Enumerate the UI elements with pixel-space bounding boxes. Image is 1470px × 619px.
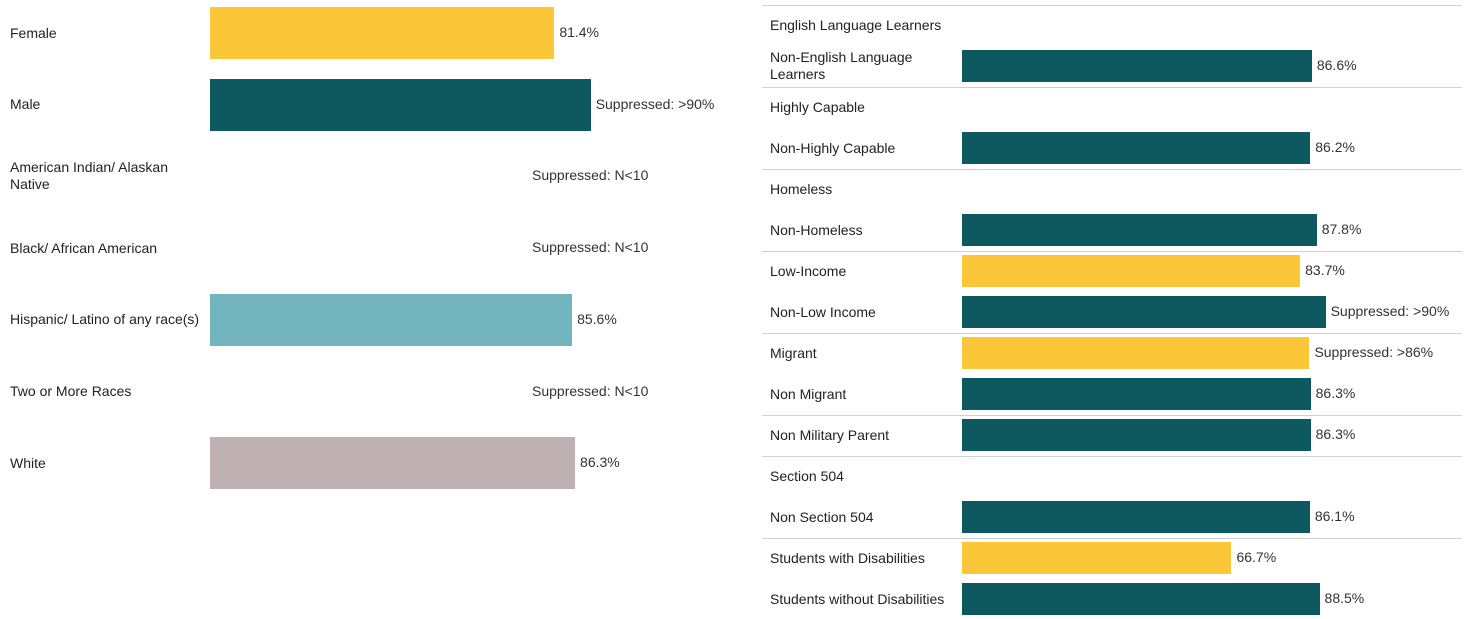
value-label: Suppressed: N<10 <box>532 382 649 399</box>
bar <box>210 7 555 59</box>
value-label: Suppressed: N<10 <box>532 167 649 184</box>
category-label: Students with Disabilities <box>770 549 925 566</box>
category-label: Migrant <box>770 344 817 361</box>
value-label: Suppressed: N<10 <box>532 239 649 256</box>
value-label: 83.7% <box>1305 262 1345 278</box>
value-label: 86.3% <box>580 454 620 471</box>
bar <box>962 337 1310 369</box>
category-label: Two or More Races <box>10 383 132 399</box>
value-label: Suppressed: >90% <box>595 95 715 112</box>
bar <box>210 293 573 346</box>
value-label: 87.8% <box>1321 221 1362 237</box>
category-label: American Indian/ Alaskan Native <box>10 159 168 193</box>
value-label: 86.2% <box>1315 139 1355 155</box>
category-label: Section 504 <box>770 467 844 484</box>
bar <box>962 214 1317 246</box>
category-label: Female <box>10 24 57 41</box>
category-label: Non-Highly Capable <box>770 139 896 156</box>
row-separator <box>762 455 1462 457</box>
row-separator <box>762 86 1462 88</box>
bar <box>962 50 1312 82</box>
value-label: 88.5% <box>1324 590 1365 606</box>
category-label: Non-Homeless <box>770 221 863 238</box>
value-label: 86.1% <box>1314 508 1355 524</box>
value-label: 86.3% <box>1315 385 1356 401</box>
row-separator <box>762 250 1462 252</box>
row-separator <box>762 4 1462 6</box>
category-label: English Language Learners <box>770 16 942 33</box>
row-separator <box>762 168 1462 170</box>
bar <box>210 78 591 131</box>
category-label: Non Migrant <box>770 385 847 402</box>
value-label: 66.7% <box>1236 549 1277 565</box>
category-label: Students without Disabilities <box>770 590 945 607</box>
category-label: Homeless <box>770 180 833 197</box>
category-label: Non-English Language Learners <box>770 49 913 82</box>
category-label: Black/ African American <box>10 239 158 256</box>
category-label: Non-Low Income <box>770 303 876 320</box>
value-label: 86.6% <box>1316 57 1357 73</box>
row-separator <box>762 537 1462 539</box>
category-label: Hispanic/ Latino of any race(s) <box>10 311 200 328</box>
value-label: 81.4% <box>559 24 600 40</box>
value-label: Suppressed: >90% <box>1330 303 1450 319</box>
category-label: Highly Capable <box>770 98 865 115</box>
bar <box>210 437 576 490</box>
bar <box>962 583 1320 615</box>
value-label: Suppressed: >86% <box>1314 344 1434 360</box>
category-label: Non Military Parent <box>770 426 890 443</box>
bar <box>962 255 1301 287</box>
category-label: White <box>10 454 46 471</box>
category-label: Low-Income <box>770 262 847 279</box>
bar <box>962 132 1311 164</box>
bar <box>962 542 1232 574</box>
row-separator <box>762 414 1462 416</box>
value-label: 85.6% <box>577 310 617 327</box>
row-separator <box>762 332 1462 334</box>
value-label: 86.3% <box>1315 426 1356 442</box>
category-label: Non Section 504 <box>770 508 874 525</box>
bar <box>962 378 1311 410</box>
category-label: Male <box>10 96 41 113</box>
bar <box>962 501 1310 533</box>
bar <box>962 419 1311 451</box>
bar <box>962 296 1326 328</box>
